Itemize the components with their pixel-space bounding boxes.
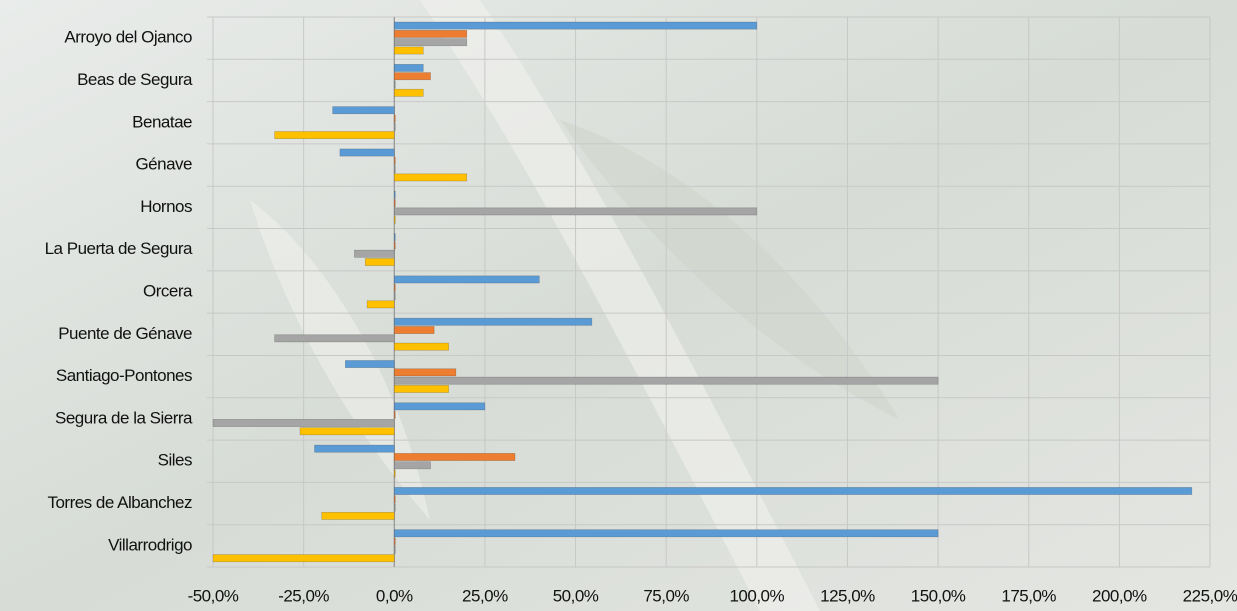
bar	[393, 376, 939, 385]
bar	[393, 461, 431, 470]
y-tick-label: Orcera	[143, 281, 193, 300]
bar	[393, 283, 396, 292]
y-tick-label: La Puerta de Segura	[45, 239, 193, 258]
x-tick-label: 100,0%	[729, 586, 784, 605]
bar	[366, 300, 395, 309]
bar	[274, 131, 395, 140]
x-tick-label: -25,0%	[278, 586, 329, 605]
bar	[393, 503, 396, 512]
background-leaf	[560, 120, 900, 420]
bar	[393, 545, 396, 554]
bar	[393, 114, 396, 123]
bar	[393, 326, 435, 334]
bar	[393, 72, 431, 81]
bar	[393, 487, 1193, 495]
bar	[393, 368, 457, 377]
y-tick-label: Siles	[158, 451, 192, 470]
y-tick-label: Segura de la Sierra	[55, 408, 193, 427]
bar	[393, 29, 468, 38]
bar	[393, 410, 396, 419]
bar	[314, 444, 395, 453]
x-tick-label: 225,0%	[1183, 586, 1237, 605]
bar	[321, 511, 395, 520]
bar	[393, 122, 396, 131]
y-tick-label: Hornos	[140, 197, 192, 216]
y-tick-label: Puente de Génave	[58, 324, 192, 343]
bar	[393, 342, 449, 351]
bar	[393, 190, 396, 199]
bar	[393, 317, 593, 326]
bar	[393, 80, 396, 89]
bar	[393, 275, 540, 284]
x-tick-label: 0,0%	[376, 586, 413, 605]
bar	[393, 156, 396, 165]
bar	[393, 469, 396, 478]
y-tick-label: Benatae	[132, 112, 192, 131]
bar	[332, 106, 395, 115]
bar	[339, 148, 395, 157]
bar	[393, 215, 396, 224]
bar	[393, 453, 516, 461]
bar	[212, 554, 395, 563]
bar	[393, 537, 396, 546]
x-tick-label: 25,0%	[462, 586, 508, 605]
bar	[393, 46, 424, 55]
x-tick-label: 200,0%	[1092, 586, 1147, 605]
x-tick-label: -50,0%	[188, 586, 239, 605]
y-tick-label: Villarrodrigo	[108, 535, 192, 554]
bar	[393, 88, 424, 97]
x-tick-label: 75,0%	[643, 586, 689, 605]
y-tick-label: Génave	[135, 155, 192, 174]
bar	[393, 199, 396, 208]
x-tick-label: 50,0%	[553, 586, 599, 605]
bar	[393, 21, 758, 30]
bar	[354, 249, 395, 258]
bar	[393, 529, 939, 538]
bar	[345, 360, 395, 368]
plot-area: -50,0% -25,0% 0,0% 25,0% 50,0% 75,0% 100,0% 125…	[45, 16, 1237, 605]
bar	[393, 241, 396, 250]
bar	[393, 173, 468, 182]
bar	[299, 427, 395, 436]
y-tick-label: Santiago-Pontones	[56, 366, 192, 385]
bar	[393, 385, 449, 393]
bar	[364, 258, 395, 266]
y-tick-label: Torres de Albanchez	[47, 493, 192, 512]
background-leaf	[420, 0, 820, 611]
bar	[393, 495, 396, 504]
bar	[212, 419, 395, 427]
bar	[274, 334, 395, 343]
bar	[393, 165, 396, 174]
x-tick-label: 150,0%	[911, 586, 966, 605]
bar	[393, 207, 758, 216]
bar	[393, 402, 486, 411]
y-tick-label: Arroyo del Ojanco	[64, 28, 192, 47]
bar	[393, 64, 424, 72]
bar	[393, 233, 396, 242]
y-tick-label: Beas de Segura	[77, 70, 193, 89]
x-tick-label: 125,0%	[820, 586, 875, 605]
bar	[393, 292, 396, 300]
x-tick-label: 175,0%	[1001, 586, 1056, 605]
bar	[393, 38, 468, 47]
